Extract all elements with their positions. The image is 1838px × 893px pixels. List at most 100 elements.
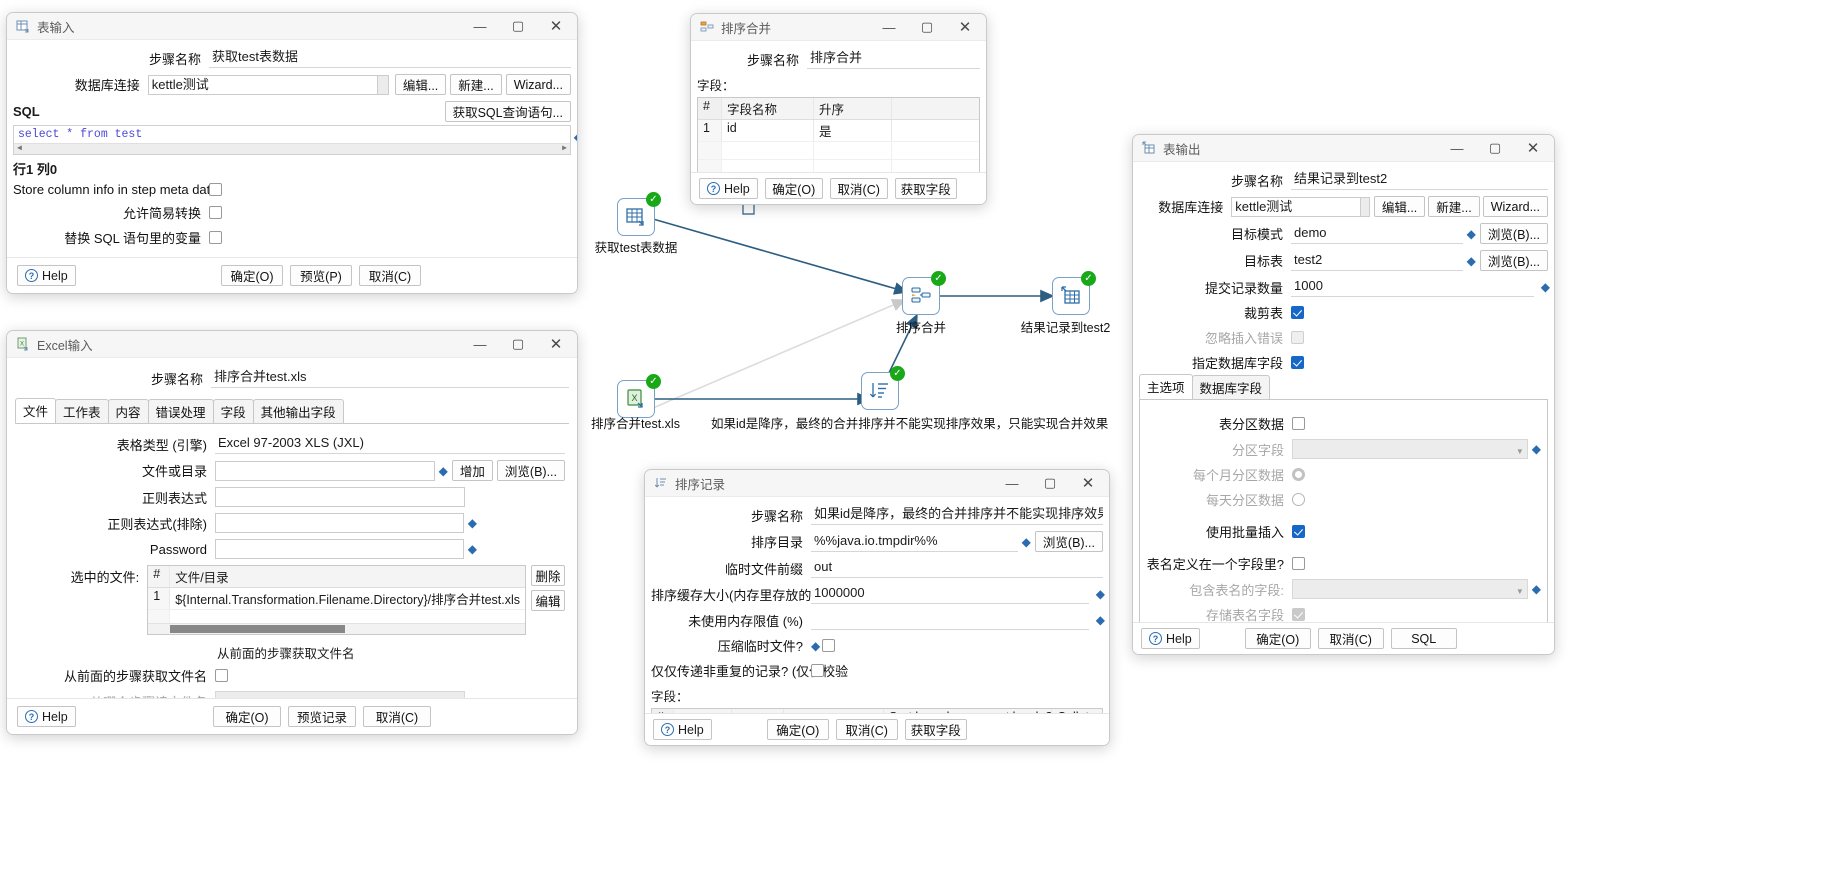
tab-sheets[interactable]: 工作表 (55, 399, 109, 423)
maximize-button[interactable]: ▢ (511, 336, 525, 351)
step-name-input[interactable]: 排序合并 (807, 49, 980, 69)
preview-button[interactable]: 预览(P) (290, 265, 352, 286)
canvas-node-excel-input[interactable]: X ✓ (617, 374, 661, 418)
db-connection-dropdown[interactable] (377, 74, 389, 95)
minimize-button[interactable]: — (1005, 475, 1019, 491)
free-memory-variable-icon[interactable]: ◆ (1095, 613, 1105, 627)
target-table-variable-icon[interactable]: ◆ (1466, 253, 1476, 268)
tab-additional-output-fields[interactable]: 其他输出字段 (252, 399, 344, 423)
specify-fields-checkbox[interactable] (1291, 356, 1304, 369)
browse-file-button[interactable]: 浏览(B)... (496, 460, 565, 481)
canvas-node-table-output[interactable]: ✓ (1052, 271, 1096, 315)
db-connection-dropdown[interactable] (1361, 196, 1370, 217)
get-fields-button[interactable]: 获取字段 (894, 178, 957, 199)
compress-variable-icon[interactable]: ◆ (811, 638, 821, 653)
minimize-button[interactable]: — (882, 19, 896, 35)
cancel-button[interactable]: 取消(C) (359, 265, 421, 286)
unique-rows-checkbox[interactable] (811, 664, 824, 677)
cancel-button[interactable]: 取消(C) (363, 706, 431, 727)
file-dir-variable-icon[interactable]: ◆ (438, 463, 448, 478)
browse-table-button[interactable]: 浏览(B)... (1479, 250, 1548, 271)
sort-dir-input[interactable]: %%java.io.tmpdir%% (811, 531, 1018, 552)
sql-hscrollbar[interactable]: ◀ ▶ (14, 143, 570, 154)
tab-database-fields[interactable]: 数据库字段 (1191, 375, 1271, 399)
maximize-button[interactable]: ▢ (1043, 475, 1057, 490)
merge-join-dialog[interactable]: 排序合并 — ▢ ✕ 步骤名称 排序合并 字段： # 字段名称 升序 1 id … (690, 13, 987, 205)
wizard-connection-button[interactable]: Wizard... (1482, 196, 1548, 217)
schema-variable-icon[interactable]: ◆ (1466, 226, 1476, 241)
replace-variables-checkbox[interactable] (209, 231, 222, 244)
table-output-titlebar[interactable]: 表输出 — ▢ ✕ (1133, 135, 1554, 162)
tab-file[interactable]: 文件 (15, 398, 57, 423)
lazy-conversion-checkbox[interactable] (209, 206, 222, 219)
close-button[interactable]: ✕ (958, 19, 972, 36)
ok-button[interactable]: 确定(O) (766, 719, 829, 740)
maximize-button[interactable]: ▢ (1488, 140, 1502, 155)
table-row[interactable]: 1 id 是 (698, 120, 979, 141)
cancel-button[interactable]: 取消(C) (829, 178, 888, 199)
partition-monthly-radio[interactable] (1292, 468, 1305, 481)
truncate-table-checkbox[interactable] (1291, 306, 1304, 319)
partition-field-variable-icon[interactable]: ◆ (1531, 442, 1541, 456)
db-connection-input[interactable]: kettle测试 (147, 74, 378, 95)
selected-files-table[interactable]: # 文件/目录 1 ${Internal.Transformation.File… (147, 565, 526, 635)
step-name-input[interactable]: 如果id是降序，最终的合并排序并不能实现排序效果 (811, 505, 1103, 525)
cache-size-variable-icon[interactable]: ◆ (1095, 587, 1105, 601)
step-name-input[interactable]: 获取test表数据 (209, 48, 571, 68)
sort-rows-dialog[interactable]: 排序记录 — ▢ ✕ 步骤名称 如果id是降序，最终的合并排序并不能实现排序效果… (644, 469, 1110, 746)
merge-join-titlebar[interactable]: 排序合并 — ▢ ✕ (691, 14, 986, 41)
table-row[interactable]: 1 ${Internal.Transformation.Filename.Dir… (148, 588, 525, 609)
prefix-input[interactable]: out (811, 558, 1103, 578)
new-connection-button[interactable]: 新建... (1428, 196, 1480, 217)
help-button[interactable]: ? Help (699, 178, 758, 199)
step-name-input[interactable]: 排序合并test.xls (211, 368, 569, 388)
wizard-connection-button[interactable]: Wizard... (505, 74, 571, 95)
tablename-in-field-checkbox[interactable] (1292, 557, 1305, 570)
delete-file-button[interactable]: 删除 (531, 565, 565, 586)
canvas-node-sort-rows[interactable]: ✓ (861, 366, 905, 410)
sql-editor[interactable]: select * from test ◀ ▶ ◆ (13, 125, 577, 155)
get-sql-button[interactable]: 获取SQL查询语句... (444, 101, 571, 122)
close-button[interactable]: ✕ (1526, 140, 1540, 157)
commit-size-variable-icon[interactable]: ◆ (1540, 280, 1550, 294)
table-output-tabs[interactable]: 主选项 数据库字段 (1139, 374, 1548, 400)
edit-connection-button[interactable]: 编辑... (1373, 196, 1426, 217)
maximize-button[interactable]: ▢ (511, 18, 525, 33)
edit-connection-button[interactable]: 编辑... (394, 74, 447, 95)
regex-input[interactable] (215, 487, 465, 507)
partition-field-select[interactable]: ▼ (1292, 439, 1528, 459)
sql-variable-icon[interactable]: ◆ (574, 130, 577, 145)
compress-checkbox[interactable] (822, 639, 836, 652)
file-dir-input[interactable] (215, 460, 435, 481)
new-connection-button[interactable]: 新建... (450, 74, 502, 95)
cancel-button[interactable]: 取消(C) (835, 719, 898, 740)
browse-schema-button[interactable]: 浏览(B)... (1479, 223, 1548, 244)
password-input[interactable] (215, 539, 464, 559)
browse-button[interactable]: 浏览(B)... (1034, 531, 1103, 552)
help-button[interactable]: ? Help (17, 265, 76, 286)
regex-exclude-input[interactable] (215, 513, 464, 533)
cell-ascending[interactable]: 是 (814, 120, 892, 141)
get-fields-button[interactable]: 获取字段 (904, 719, 967, 740)
canvas-node-merge-join[interactable]: ✓ (902, 271, 946, 315)
close-button[interactable]: ✕ (549, 336, 563, 353)
partition-data-checkbox[interactable] (1292, 417, 1305, 430)
minimize-button[interactable]: — (473, 18, 487, 34)
partition-daily-radio[interactable] (1292, 493, 1305, 506)
schema-input[interactable]: demo (1291, 223, 1463, 244)
regex-exclude-variable-icon[interactable]: ◆ (467, 516, 477, 530)
help-button[interactable]: ? Help (17, 706, 76, 727)
db-connection-input[interactable]: kettle测试 (1231, 196, 1362, 217)
excel-input-dialog[interactable]: X Excel输入 — ▢ ✕ 步骤名称 排序合并test.xls 文件 工作表… (6, 330, 578, 735)
cell-filedir[interactable]: ${Internal.Transformation.Filename.Direc… (175, 593, 520, 607)
commit-size-input[interactable]: 1000 (1291, 277, 1534, 297)
maximize-button[interactable]: ▢ (920, 19, 934, 34)
ok-button[interactable]: 确定(O) (213, 706, 281, 727)
table-input-titlebar[interactable]: 表输入 — ▢ ✕ (7, 13, 577, 40)
ignore-errors-checkbox[interactable] (1291, 331, 1304, 344)
tab-main-options[interactable]: 主选项 (1139, 374, 1193, 399)
free-memory-input[interactable] (811, 610, 1089, 630)
field-with-tablename-variable-icon[interactable]: ◆ (1531, 582, 1541, 596)
preview-button[interactable]: 预览记录 (288, 706, 356, 727)
sort-rows-titlebar[interactable]: 排序记录 — ▢ ✕ (645, 470, 1109, 497)
